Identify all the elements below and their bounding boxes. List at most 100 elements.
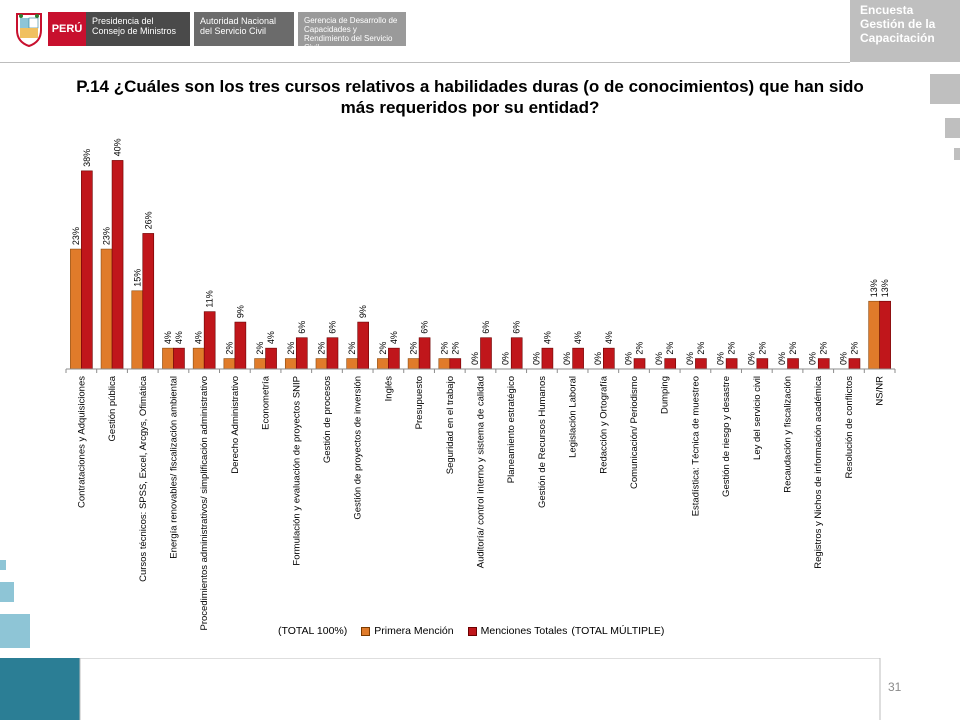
category-label-9: Gestión de proyectos de inversión (353, 376, 364, 520)
category-label-10: Inglés (383, 376, 394, 402)
value-label-totales-10: 4% (389, 331, 399, 344)
category-label-17: Redacción y Ortografía (598, 375, 609, 473)
bar-primera-6 (254, 358, 266, 370)
bar-totales-12 (449, 358, 462, 370)
bar-totales-21 (725, 358, 738, 370)
value-label-primera-4: 4% (194, 331, 204, 344)
value-label-totales-0: 38% (82, 149, 92, 167)
value-label-totales-7: 6% (297, 321, 307, 334)
chart-title: P.14 ¿Cuáles son los tres cursos relativ… (76, 77, 864, 117)
category-label-3: Energía renovables/ fiscalización ambien… (168, 376, 179, 559)
category-label-8: Gestión de procesos (322, 376, 333, 463)
value-label-totales-19: 2% (665, 342, 675, 355)
value-label-primera-17: 0% (593, 352, 603, 365)
entity-gerencia: Gerencia de Desarrollo de Capacidades y … (298, 12, 406, 52)
category-label-11: Presupuesto (414, 376, 425, 429)
bar-primera-7 (284, 358, 297, 370)
bar-primera-8 (315, 358, 328, 370)
bar-totales-1 (111, 160, 124, 370)
bar-totales-2 (142, 233, 155, 370)
bar-totales-0 (81, 170, 93, 370)
value-label-primera-5: 2% (224, 342, 234, 355)
survey-label: Encuesta Gestión de la Capacitación (850, 0, 960, 62)
peru-logo: PERÚ (48, 12, 86, 46)
category-label-22: Ley del servicio civil (752, 376, 763, 460)
value-label-primera-20: 0% (685, 352, 695, 365)
value-label-totales-3: 4% (174, 331, 184, 344)
category-label-14: Planeamiento estratégico (506, 376, 517, 483)
legend-note-right: (TOTAL MÚLTIPLE) (571, 625, 665, 637)
category-label-13: Auditoría/ control interno y sistema de … (476, 376, 487, 568)
bar-primera-0 (70, 248, 82, 370)
category-label-6: Econometría (261, 375, 272, 430)
value-label-totales-12: 2% (450, 342, 460, 355)
bar-totales-18 (633, 358, 646, 370)
value-label-primera-26: 13% (869, 279, 879, 297)
legend-label-totales: Menciones Totales (480, 625, 568, 637)
category-label-1: Gestión pública (107, 375, 118, 441)
bar-totales-11 (418, 337, 431, 370)
bar-totales-23 (787, 358, 799, 370)
value-label-primera-23: 0% (777, 352, 787, 365)
value-label-primera-11: 2% (409, 342, 419, 355)
category-label-25: Resolución de conflictos (844, 376, 855, 479)
category-label-20: Estadística: Técnica de muestreo (690, 376, 701, 516)
value-label-primera-1: 23% (102, 227, 112, 245)
category-label-26: NS/NR (875, 376, 886, 406)
value-label-primera-12: 2% (439, 342, 449, 355)
category-label-23: Recaudación y fiscalización (783, 376, 794, 493)
value-label-primera-15: 0% (531, 352, 541, 365)
category-label-24: Registros y Nichos de información académ… (813, 375, 824, 568)
category-label-21: Gestión de riesgo y desastre (721, 376, 732, 497)
bar-primera-11 (407, 358, 420, 370)
bar-primera-1 (100, 248, 113, 370)
category-label-12: Seguridad en el trabajo (445, 376, 456, 474)
value-label-primera-25: 0% (838, 352, 848, 365)
bar-totales-16 (572, 347, 584, 370)
side-accent-medium (0, 582, 14, 602)
value-label-totales-21: 2% (727, 342, 737, 355)
entity-presidencia: Presidencia del Consejo de Ministros (86, 12, 190, 46)
value-label-totales-6: 4% (266, 331, 276, 344)
bar-totales-3 (173, 347, 185, 370)
side-accent-large (0, 614, 30, 648)
value-label-totales-25: 2% (849, 342, 859, 355)
bar-primera-2 (131, 290, 144, 370)
category-label-2: Cursos técnicos: SPSS, Excel, Arcgys, Of… (138, 375, 149, 582)
value-label-totales-18: 2% (635, 342, 645, 355)
bar-totales-19 (664, 358, 677, 370)
value-label-totales-22: 2% (757, 342, 767, 355)
value-label-totales-11: 6% (420, 321, 430, 334)
bar-totales-8 (326, 337, 339, 370)
bar-totales-7 (295, 337, 308, 370)
value-label-totales-20: 2% (696, 342, 706, 355)
deco-square-large (930, 74, 960, 104)
value-label-totales-24: 2% (819, 342, 829, 355)
footer-divider (79, 658, 881, 720)
value-label-primera-18: 0% (624, 352, 634, 365)
bar-totales-17 (603, 347, 615, 370)
category-label-19: Dumping (660, 376, 671, 414)
bar-totales-15 (541, 347, 554, 370)
category-label-18: Comunicación/ Periodismo (629, 376, 640, 489)
bar-primera-10 (377, 358, 389, 370)
bar-totales-4 (203, 311, 216, 370)
bar-totales-24 (817, 358, 830, 370)
category-label-7: Formulación y evaluación de proyectos SN… (291, 376, 302, 566)
bar-primera-12 (438, 358, 451, 370)
value-label-primera-22: 0% (746, 352, 756, 365)
value-label-totales-4: 11% (205, 290, 215, 307)
coat-of-arms-icon (16, 13, 42, 48)
bar-primera-4 (192, 347, 205, 370)
survey-label-line3: Capacitación (860, 31, 935, 45)
category-label-4: Procedimientos administrativos/ simplifi… (199, 376, 210, 630)
value-label-totales-15: 4% (542, 331, 552, 344)
value-label-primera-21: 0% (716, 352, 726, 365)
category-label-5: Derecho Administrativo (230, 376, 241, 474)
bar-totales-25 (848, 358, 861, 370)
bar-totales-26 (879, 300, 891, 370)
side-accent-bottom (0, 658, 80, 720)
bars-group (65, 160, 896, 373)
deco-square-small (954, 148, 960, 160)
